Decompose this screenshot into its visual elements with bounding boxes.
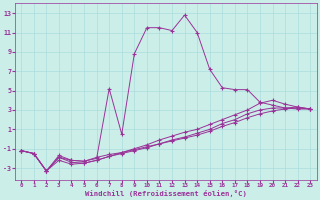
X-axis label: Windchill (Refroidissement éolien,°C): Windchill (Refroidissement éolien,°C) — [85, 190, 247, 197]
